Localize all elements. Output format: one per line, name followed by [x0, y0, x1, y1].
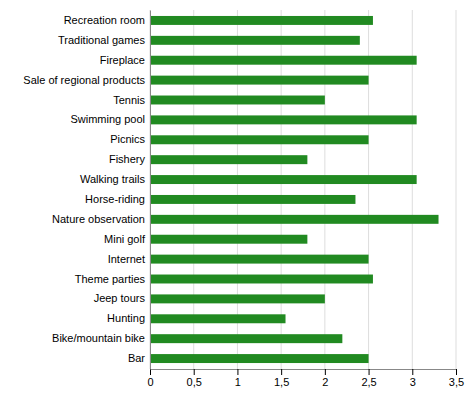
- tick: 2,5: [361, 369, 376, 388]
- tick-label: Jeep tours: [94, 292, 146, 304]
- chart: 0 0,5 1 1,5 2 2,5 3 3,5 Bar Bike/mountain bike Hun…: [0, 0, 474, 397]
- tick: 1,5: [274, 369, 289, 388]
- grid-line: [150, 10, 151, 369]
- tick-label: 1,5: [274, 376, 289, 388]
- axis-line: [150, 11, 151, 370]
- bar: [150, 294, 325, 303]
- tick: Internet: [108, 253, 150, 265]
- tick-label: Hunting: [107, 312, 145, 324]
- bar: [150, 96, 325, 105]
- bar: [150, 314, 286, 323]
- tick-label: Swimming pool: [70, 113, 145, 125]
- tick-label: Sale of regional products: [23, 74, 145, 86]
- tick-label: Walking trails: [80, 173, 145, 185]
- tick: Fishery: [109, 153, 150, 165]
- tick-label: Traditional games: [58, 34, 146, 46]
- bar: [150, 115, 417, 124]
- tick: Mini golf: [104, 233, 150, 245]
- tick-label: 0: [147, 376, 153, 388]
- tick: 3,5: [449, 369, 464, 388]
- tick: Nature observation: [52, 213, 150, 225]
- tick: Theme parties: [75, 273, 150, 285]
- tick: Hunting: [107, 312, 150, 324]
- tick: Traditional games: [58, 34, 150, 46]
- tick: 1: [235, 369, 241, 388]
- tick-mark: [456, 369, 457, 375]
- bar: [150, 255, 369, 264]
- tick-label: 3,5: [449, 376, 464, 388]
- tick-label: Fishery: [109, 153, 146, 165]
- bar: [150, 195, 355, 204]
- tick-label: 1: [235, 376, 241, 388]
- plot: 0 0,5 1 1,5 2 2,5 3 3,5 Bar Bike/mountain bike Hun…: [23, 10, 464, 388]
- grid-line: [456, 10, 457, 369]
- tick: Picnics: [110, 133, 150, 145]
- tick-mark: [281, 369, 282, 375]
- tick-label: 0,5: [187, 376, 202, 388]
- tick: Sale of regional products: [23, 74, 150, 86]
- grid: [150, 10, 456, 369]
- tick: Bar: [128, 352, 150, 364]
- bar: [150, 76, 369, 85]
- tick-label: Bar: [128, 352, 145, 364]
- tick-mark: [150, 369, 151, 375]
- tick-label: Internet: [108, 253, 145, 265]
- tick-mark: [412, 369, 413, 375]
- tick: Tennis: [113, 94, 150, 106]
- bar: [150, 235, 307, 244]
- bar: [150, 354, 369, 363]
- bar: [150, 56, 417, 65]
- bar: [150, 215, 439, 224]
- tick: Horse-riding: [85, 193, 150, 205]
- tick-label: Fireplace: [100, 54, 145, 66]
- tick: 0,5: [187, 369, 202, 388]
- tick-label: Bike/mountain bike: [52, 332, 145, 344]
- tick: 3: [410, 369, 416, 388]
- y-axis: Bar Bike/mountain bike Hunting Jeep tours Th…: [23, 11, 150, 370]
- tick: Bike/mountain bike: [52, 332, 150, 344]
- tick-label: Recreation room: [64, 14, 145, 26]
- tick: Fireplace: [100, 54, 150, 66]
- bar: [150, 135, 369, 144]
- tick: Swimming pool: [70, 113, 150, 125]
- tick-label: 3: [410, 376, 416, 388]
- tick: Jeep tours: [94, 292, 150, 304]
- x-axis: 0 0,5 1 1,5 2 2,5 3 3,5: [147, 369, 464, 388]
- tick-label: Picnics: [110, 133, 145, 145]
- tick: Recreation room: [64, 14, 150, 26]
- tick-mark: [369, 369, 370, 375]
- tick-mark: [325, 369, 326, 375]
- bar: [150, 334, 342, 343]
- tick-label: Theme parties: [75, 273, 146, 285]
- tick: Walking trails: [80, 173, 150, 185]
- axis-line: [151, 370, 457, 376]
- bar: [150, 175, 417, 184]
- bars: [150, 16, 439, 363]
- tick-label: Horse-riding: [85, 193, 145, 205]
- tick: 2: [322, 369, 328, 388]
- tick-label: 2,5: [361, 376, 376, 388]
- bar: [150, 16, 373, 25]
- bar: [150, 155, 307, 164]
- tick: 0: [147, 369, 153, 388]
- bar: [150, 275, 373, 284]
- tick-label: Mini golf: [104, 233, 146, 245]
- tick-mark: [194, 369, 195, 375]
- tick-mark: [237, 369, 238, 375]
- tick-label: Nature observation: [52, 213, 145, 225]
- tick-label: Tennis: [113, 94, 145, 106]
- tick-label: 2: [322, 376, 328, 388]
- bar: [150, 36, 360, 45]
